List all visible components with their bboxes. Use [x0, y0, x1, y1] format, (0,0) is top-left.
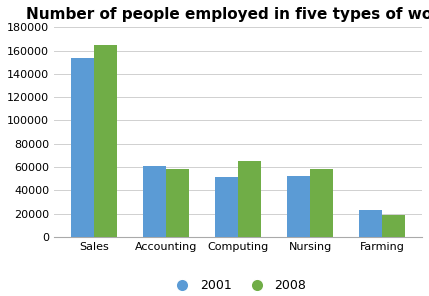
- Bar: [310, 169, 333, 237]
- Legend: 2001, 2008: 2001, 2008: [165, 274, 311, 296]
- Bar: [143, 166, 166, 237]
- Bar: [359, 210, 382, 237]
- Bar: [238, 161, 261, 237]
- Bar: [166, 169, 189, 237]
- Bar: [71, 57, 94, 237]
- Bar: [382, 215, 405, 237]
- Bar: [287, 176, 310, 237]
- Bar: [215, 177, 238, 237]
- Bar: [94, 45, 117, 237]
- Title: Number of people employed in five types of work: Number of people employed in five types …: [26, 7, 429, 22]
